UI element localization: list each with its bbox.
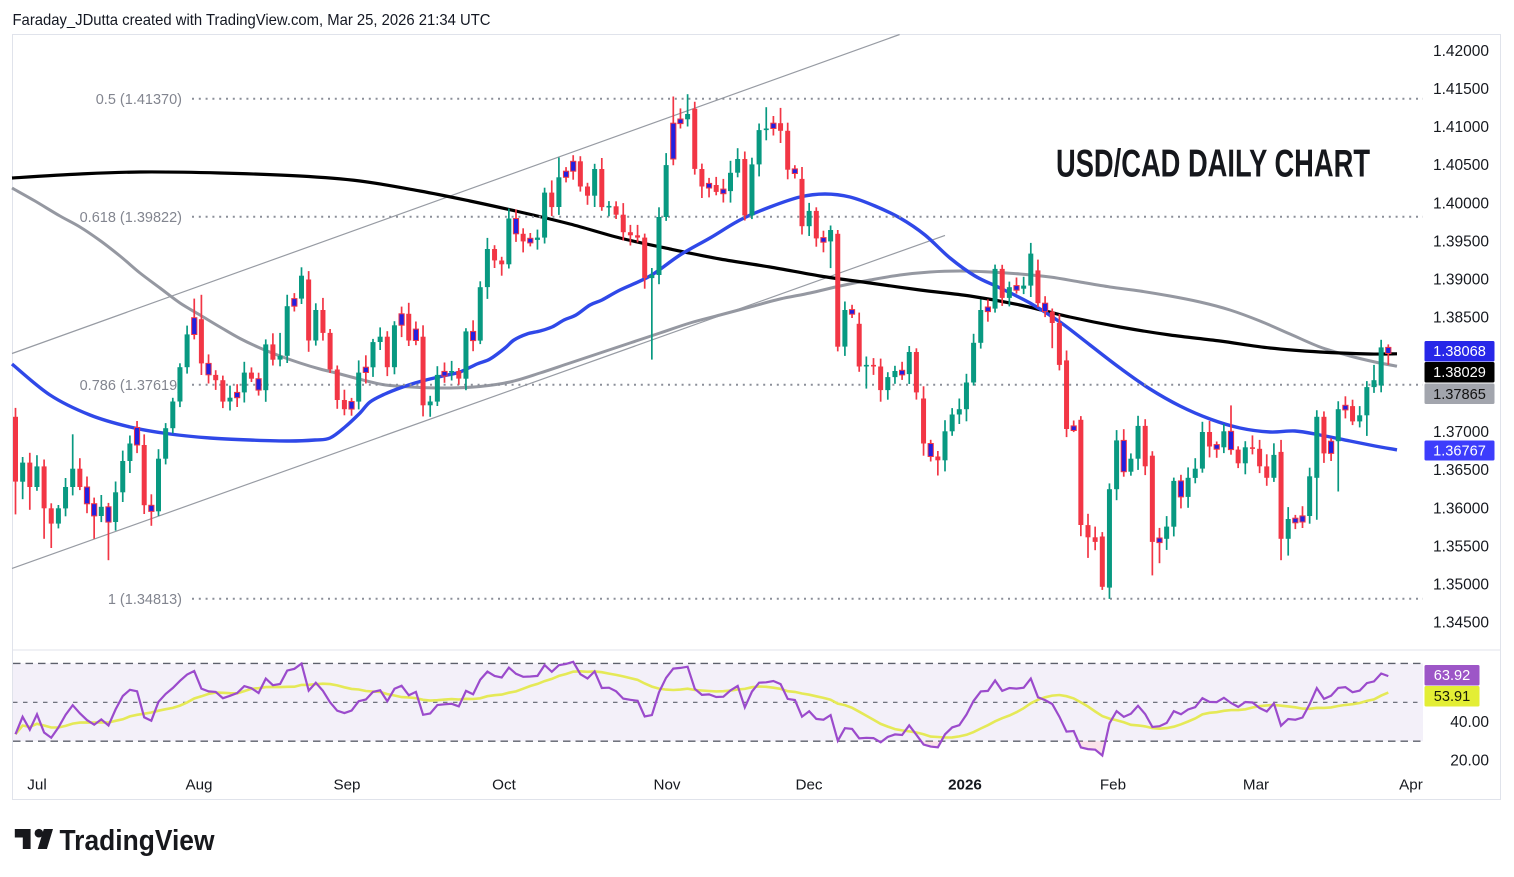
svg-text:1.36767: 1.36767 [1433, 444, 1486, 460]
svg-text:Faraday_JDutta created with Tr: Faraday_JDutta created with TradingView.… [13, 12, 491, 29]
svg-text:1.42000: 1.42000 [1433, 43, 1489, 60]
svg-text:40.00: 40.00 [1450, 714, 1489, 731]
svg-text:1 (1.34813): 1 (1.34813) [108, 592, 182, 608]
svg-text:1.41500: 1.41500 [1433, 81, 1489, 98]
svg-text:Jul: Jul [27, 777, 46, 794]
svg-text:Aug: Aug [185, 777, 212, 794]
svg-text:1.38500: 1.38500 [1433, 310, 1489, 327]
svg-text:1.37000: 1.37000 [1433, 424, 1489, 441]
svg-text:1.39500: 1.39500 [1433, 233, 1489, 250]
svg-text:1.37865: 1.37865 [1433, 387, 1486, 403]
svg-text:USD/CAD DAILY CHART: USD/CAD DAILY CHART [1056, 143, 1370, 186]
svg-text:1.35000: 1.35000 [1433, 577, 1489, 594]
svg-text:1.36000: 1.36000 [1433, 500, 1489, 517]
svg-text:1.34500: 1.34500 [1433, 615, 1489, 632]
svg-text:2026: 2026 [948, 777, 982, 794]
svg-text:0.618 (1.39822): 0.618 (1.39822) [80, 210, 182, 226]
svg-text:1.36500: 1.36500 [1433, 462, 1489, 479]
svg-text:63.92: 63.92 [1434, 668, 1471, 684]
svg-text:1.39000: 1.39000 [1433, 272, 1489, 289]
svg-text:Feb: Feb [1100, 777, 1126, 794]
svg-text:TradingView: TradingView [60, 825, 215, 857]
svg-text:1.38029: 1.38029 [1433, 365, 1486, 381]
svg-text:53.91: 53.91 [1434, 689, 1471, 705]
svg-text:20.00: 20.00 [1450, 753, 1489, 770]
svg-text:0.5 (1.41370): 0.5 (1.41370) [96, 92, 182, 108]
svg-text:Apr: Apr [1399, 777, 1423, 794]
svg-text:Nov: Nov [653, 777, 680, 794]
svg-text:Oct: Oct [492, 777, 516, 794]
svg-text:Sep: Sep [333, 777, 360, 794]
svg-text:1.38068: 1.38068 [1433, 344, 1486, 360]
svg-text:1.40000: 1.40000 [1433, 195, 1489, 212]
svg-text:Dec: Dec [795, 777, 822, 794]
svg-text:0.786 (1.37619): 0.786 (1.37619) [80, 378, 182, 394]
svg-text:1.41000: 1.41000 [1433, 119, 1489, 136]
svg-text:1.35500: 1.35500 [1433, 538, 1489, 555]
svg-text:1.40500: 1.40500 [1433, 157, 1489, 174]
svg-text:Mar: Mar [1243, 777, 1269, 794]
